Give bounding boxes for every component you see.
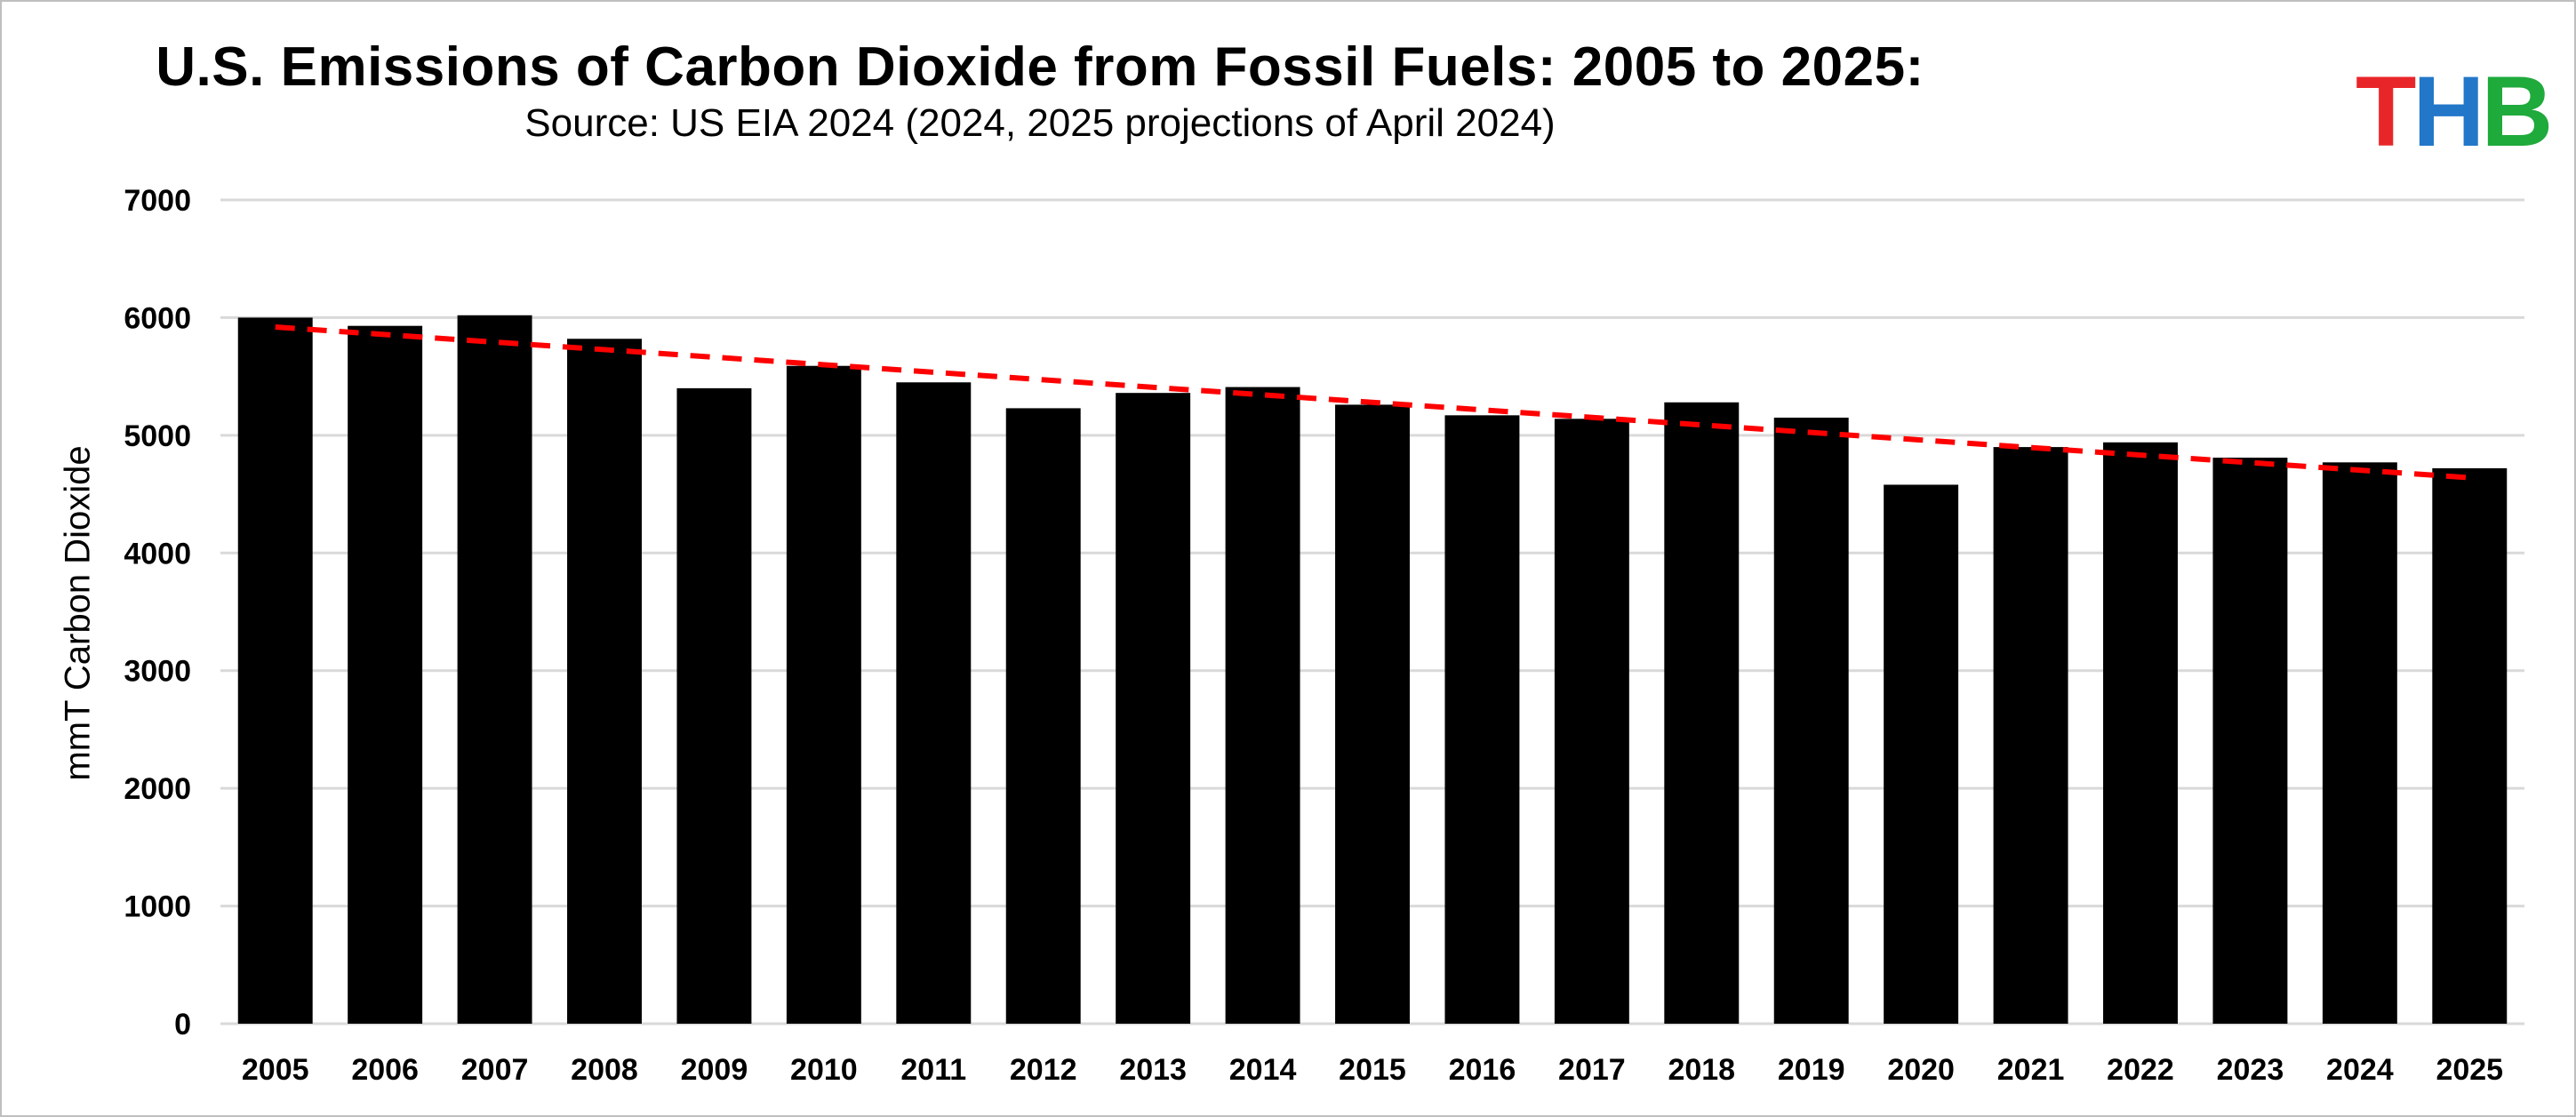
trendline-layer xyxy=(275,324,2470,481)
x-tick-label: 2020 xyxy=(1887,1053,1955,1087)
y-tick-label: 6000 xyxy=(124,301,191,335)
bar-2021 xyxy=(1993,447,2068,1025)
y-tick-label: 0 xyxy=(174,1008,191,1041)
x-tick-label: 2007 xyxy=(461,1053,529,1087)
y-tick-labels: 0 1000 2000 3000 4000 5000 6000 7000 xyxy=(124,184,191,1041)
y-tick-label: 1000 xyxy=(124,890,191,924)
logo-letter-h: H xyxy=(2412,56,2484,167)
x-tick-labels: 2005 2006 2007 2008 2009 2010 2011 2012 2013 2014… xyxy=(242,1053,2503,1087)
x-tick-label: 2005 xyxy=(242,1053,309,1087)
bar-2013 xyxy=(1116,393,1191,1024)
bar-2020 xyxy=(1884,484,1959,1024)
bar-2017 xyxy=(1554,419,1629,1024)
bar-2005 xyxy=(237,317,313,1024)
bar-2019 xyxy=(1773,417,1849,1024)
bar-2008 xyxy=(567,339,642,1024)
x-tick-label: 2008 xyxy=(571,1053,638,1087)
bar-2024 xyxy=(2322,462,2397,1024)
x-tick-label: 2012 xyxy=(1010,1053,1077,1087)
bars xyxy=(237,315,2508,1025)
y-tick-label: 4000 xyxy=(124,537,191,570)
bar-2012 xyxy=(1005,408,1081,1024)
bar-2006 xyxy=(348,325,423,1024)
x-tick-label: 2013 xyxy=(1119,1053,1187,1087)
y-tick-label: 7000 xyxy=(124,184,191,218)
x-tick-label: 2021 xyxy=(1997,1053,2065,1087)
x-tick-label: 2022 xyxy=(2107,1053,2174,1087)
x-tick-label: 2023 xyxy=(2217,1053,2284,1087)
x-tick-label: 2017 xyxy=(1558,1053,1626,1087)
x-tick-label: 2018 xyxy=(1668,1053,1735,1087)
bar-2025 xyxy=(2432,467,2508,1024)
x-tick-label: 2025 xyxy=(2436,1053,2503,1087)
bar-2011 xyxy=(896,382,972,1024)
chart-subtitle: Source: US EIA 2024 (2024, 2025 projecti… xyxy=(524,101,1556,145)
x-tick-label: 2016 xyxy=(1449,1053,1516,1087)
x-tick-label: 2015 xyxy=(1339,1053,1406,1087)
bar-2009 xyxy=(676,387,752,1024)
bar-2010 xyxy=(786,365,861,1025)
bar-2007 xyxy=(457,315,532,1024)
logo-letter-b: B xyxy=(2481,56,2553,167)
bar-2014 xyxy=(1225,387,1300,1025)
logo-letter-t: T xyxy=(2356,56,2416,167)
y-tick-label: 3000 xyxy=(124,655,191,689)
x-tick-label: 2009 xyxy=(681,1053,748,1087)
x-tick-label: 2014 xyxy=(1229,1053,1297,1087)
y-tick-label: 2000 xyxy=(124,772,191,806)
bar-2015 xyxy=(1335,404,1410,1024)
bar-2018 xyxy=(1664,402,1740,1025)
bar-2023 xyxy=(2212,458,2288,1024)
x-tick-label: 2011 xyxy=(900,1053,966,1087)
x-tick-label: 2024 xyxy=(2326,1053,2394,1087)
x-tick-label: 2010 xyxy=(790,1053,858,1087)
chart-title: U.S. Emissions of Carbon Dioxide from Fo… xyxy=(156,36,1924,98)
x-tick-label: 2006 xyxy=(351,1053,419,1087)
x-tick-label: 2019 xyxy=(1778,1053,1845,1087)
bar-2022 xyxy=(2103,442,2178,1024)
bar-2016 xyxy=(1444,415,1520,1024)
thb-logo: THB xyxy=(2356,62,2553,162)
trendline xyxy=(275,324,2470,481)
y-tick-label: 5000 xyxy=(124,419,191,453)
